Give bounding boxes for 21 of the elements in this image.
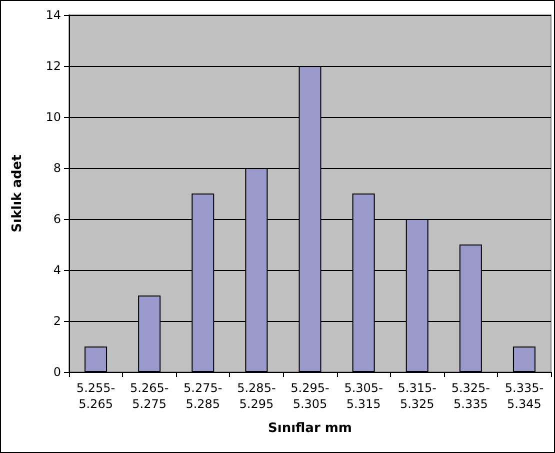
y-axis-title: Sıklık adet [10,154,25,232]
x-tick-label: 5.275-5.285 [184,381,222,411]
x-tick-label: 5.255-5.265 [76,381,116,411]
x-tick-label: 5.335-5.345 [504,381,544,411]
x-tick-label: 5.265-5.275 [130,381,169,411]
x-tick-label: 5.295-5.305 [290,381,330,411]
y-tick-label: 6 [53,212,61,226]
y-tick-label: 14 [46,8,61,22]
bar [84,346,108,372]
y-tick-label: 0 [53,365,61,379]
y-tick-label: 2 [53,314,61,328]
y-tick-label: 8 [53,161,61,175]
x-tick-label: 5.325-5.335 [451,381,490,411]
bar [512,346,536,372]
y-tick-label: 4 [53,263,61,277]
x-tick-label: 5.285-5.295 [237,381,276,411]
y-tick-label: 10 [46,110,61,124]
x-tick-label: 5.305-5.315 [344,381,383,411]
y-tick-label: 12 [46,59,61,73]
x-tick-label: 5.315-5.325 [398,381,436,411]
x-axis-title: Sınıflar mm [268,421,352,436]
